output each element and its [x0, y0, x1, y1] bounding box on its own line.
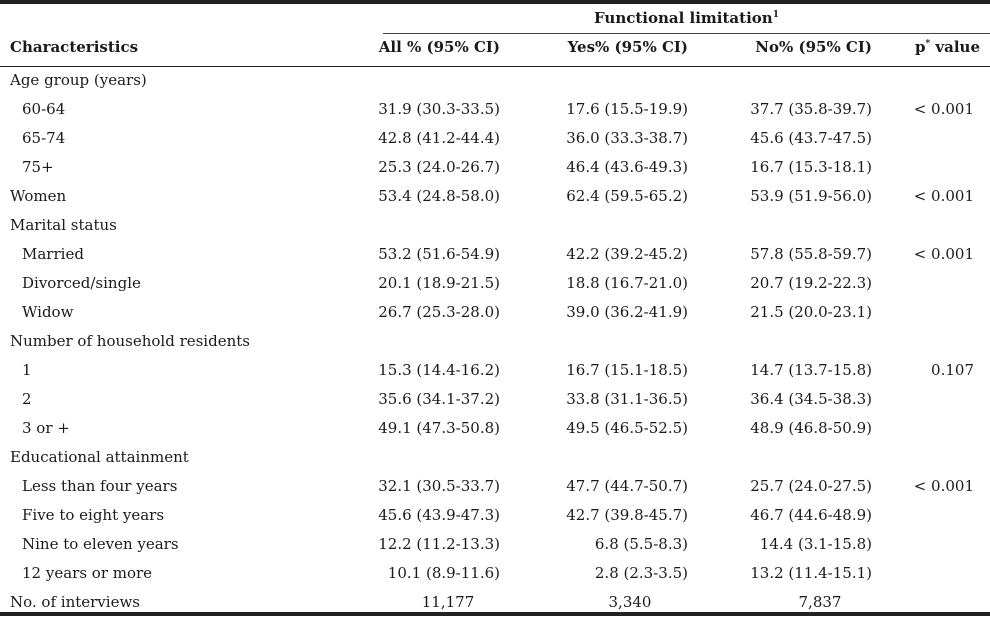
cell-all: 11,177 [421, 593, 475, 611]
group-header-rule [383, 33, 990, 34]
cell-no: 13.2 (11.4-15.1) [750, 564, 872, 582]
row-label: 1 [22, 361, 32, 379]
cell-yes: 36.0 (33.3-38.7) [566, 129, 688, 147]
row-label: Women [10, 187, 67, 205]
cell-yes: 62.4 (59.5-65.2) [566, 187, 688, 205]
row-label: Nine to eleven years [22, 535, 179, 553]
cell-all: 53.4 (24.8-58.0) [378, 187, 500, 205]
table-row: Educational attainment [0, 443, 990, 472]
cell-no: 53.9 (51.9-56.0) [750, 187, 872, 205]
table-row: 65-74 42.8 (41.2-44.4) 36.0 (33.3-38.7) 45.… [0, 124, 990, 153]
column-header-no: No% (95% CI) [755, 38, 872, 56]
table-row: Age group (years) [0, 66, 990, 95]
row-label: Age group (years) [10, 71, 147, 89]
cell-all: 25.3 (24.0-26.7) [378, 158, 500, 176]
row-label: Marital status [10, 216, 117, 234]
table-row: No. of interviews 11,177 3,340 7,837 [0, 588, 990, 617]
cell-yes: 49.5 (46.5-52.5) [566, 419, 688, 437]
header-bottom-rule [0, 66, 990, 67]
row-label: 2 [22, 390, 32, 408]
table-row: Marital status [0, 211, 990, 240]
cell-p-value: < 0.001 [913, 100, 974, 118]
table-row: Divorced/single 20.1 (18.9-21.5) 18.8 (16.… [0, 269, 990, 298]
table-row: Women 53.4 (24.8-58.0) 62.4 (59.5-65.2) 53.… [0, 182, 990, 211]
cell-all: 35.6 (34.1-37.2) [378, 390, 500, 408]
cell-yes: 42.2 (39.2-45.2) [566, 245, 688, 263]
row-label: Divorced/single [22, 274, 141, 292]
table-row: 1 15.3 (14.4-16.2) 16.7 (15.1-18.5) 14.7 (1… [0, 356, 990, 385]
table-row: Five to eight years 45.6 (43.9-47.3) 42.7 … [0, 501, 990, 530]
row-label: Less than four years [22, 477, 178, 495]
cell-no: 36.4 (34.5-38.3) [750, 390, 872, 408]
cell-yes: 3,340 [608, 593, 652, 611]
table-row: Nine to eleven years 12.2 (11.2-13.3) 6.8 … [0, 530, 990, 559]
cell-yes: 39.0 (36.2-41.9) [566, 303, 688, 321]
column-header-yes: Yes% (95% CI) [567, 38, 688, 56]
cell-all: 31.9 (30.3-33.5) [378, 100, 500, 118]
table-top-rule [0, 0, 990, 4]
cell-all: 20.1 (18.9-21.5) [378, 274, 500, 292]
cell-yes: 33.8 (31.1-36.5) [566, 390, 688, 408]
cell-yes: 16.7 (15.1-18.5) [566, 361, 688, 379]
cell-all: 45.6 (43.9-47.3) [378, 506, 500, 524]
cell-yes: 47.7 (44.7-50.7) [566, 477, 688, 495]
table-row: 12 years or more 10.1 (8.9-11.6) 2.8 (2.3-… [0, 559, 990, 588]
cell-yes: 46.4 (43.6-49.3) [566, 158, 688, 176]
cell-p-value: < 0.001 [913, 245, 974, 263]
cell-all: 12.2 (11.2-13.3) [378, 535, 500, 553]
cell-p-value: < 0.001 [913, 187, 974, 205]
row-label: 3 or + [22, 419, 70, 437]
cell-all: 32.1 (30.5-33.7) [378, 477, 500, 495]
cell-p-value: < 0.001 [913, 477, 974, 495]
cell-no: 14.4 (3.1-15.8) [759, 535, 872, 553]
row-label: No. of interviews [10, 593, 140, 611]
cell-no: 46.7 (44.6-48.9) [750, 506, 872, 524]
cell-no: 37.7 (35.8-39.7) [750, 100, 872, 118]
cell-all: 53.2 (51.6-54.9) [378, 245, 500, 263]
cell-p-value: 0.107 [931, 361, 974, 379]
column-header-all: All % (95% CI) [378, 38, 500, 56]
cell-all: 42.8 (41.2-44.4) [378, 129, 500, 147]
functional-limitation-group-header: Functional limitation1 [594, 9, 779, 27]
cell-yes: 6.8 (5.5-8.3) [594, 535, 688, 553]
cell-all: 15.3 (14.4-16.2) [378, 361, 500, 379]
cell-no: 57.8 (55.8-59.7) [750, 245, 872, 263]
table-row: 60-64 31.9 (30.3-33.5) 17.6 (15.5-19.9) 37.… [0, 95, 990, 124]
cell-no: 45.6 (43.7-47.5) [750, 129, 872, 147]
row-label: 12 years or more [22, 564, 153, 582]
cell-yes: 18.8 (16.7-21.0) [566, 274, 688, 292]
table-row: 75+ 25.3 (24.0-26.7) 46.4 (43.6-49.3) 16.7 … [0, 153, 990, 182]
cell-no: 14.7 (13.7-15.8) [750, 361, 872, 379]
cell-all: 49.1 (47.3-50.8) [378, 419, 500, 437]
cell-no: 16.7 (15.3-18.1) [750, 158, 872, 176]
cell-yes: 2.8 (2.3-3.5) [594, 564, 688, 582]
row-label: Number of household residents [10, 332, 250, 350]
row-label: Married [22, 245, 84, 263]
cell-all: 26.7 (25.3-28.0) [378, 303, 500, 321]
cell-no: 21.5 (20.0-23.1) [750, 303, 872, 321]
cell-no: 20.7 (19.2-22.3) [750, 274, 872, 292]
table-bottom-rule [0, 612, 990, 616]
row-label: Widow [22, 303, 74, 321]
column-header-p-value: p* value [914, 38, 980, 56]
row-label: Five to eight years [22, 506, 165, 524]
row-label: 60-64 [22, 100, 66, 118]
cell-no: 25.7 (24.0-27.5) [750, 477, 872, 495]
cell-all: 10.1 (8.9-11.6) [387, 564, 500, 582]
row-label: 75+ [22, 158, 54, 176]
cell-no: 7,837 [798, 593, 842, 611]
cell-yes: 17.6 (15.5-19.9) [566, 100, 688, 118]
table-row: 2 35.6 (34.1-37.2) 33.8 (31.1-36.5) 36.4 (3… [0, 385, 990, 414]
table-row: Widow 26.7 (25.3-28.0) 39.0 (36.2-41.9) 21.… [0, 298, 990, 327]
row-label: Educational attainment [10, 448, 189, 466]
table-row: 3 or + 49.1 (47.3-50.8) 49.5 (46.5-52.5) 48… [0, 414, 990, 443]
table-row: Married 53.2 (51.6-54.9) 42.2 (39.2-45.2) 5… [0, 240, 990, 269]
cell-yes: 42.7 (39.8-45.7) [566, 506, 688, 524]
table-row: Number of household residents [0, 327, 990, 356]
row-label: 65-74 [22, 129, 66, 147]
column-header-characteristics: Characteristics [10, 38, 139, 56]
table-row: Less than four years 32.1 (30.5-33.7) 47.7… [0, 472, 990, 501]
cell-no: 48.9 (46.8-50.9) [750, 419, 872, 437]
